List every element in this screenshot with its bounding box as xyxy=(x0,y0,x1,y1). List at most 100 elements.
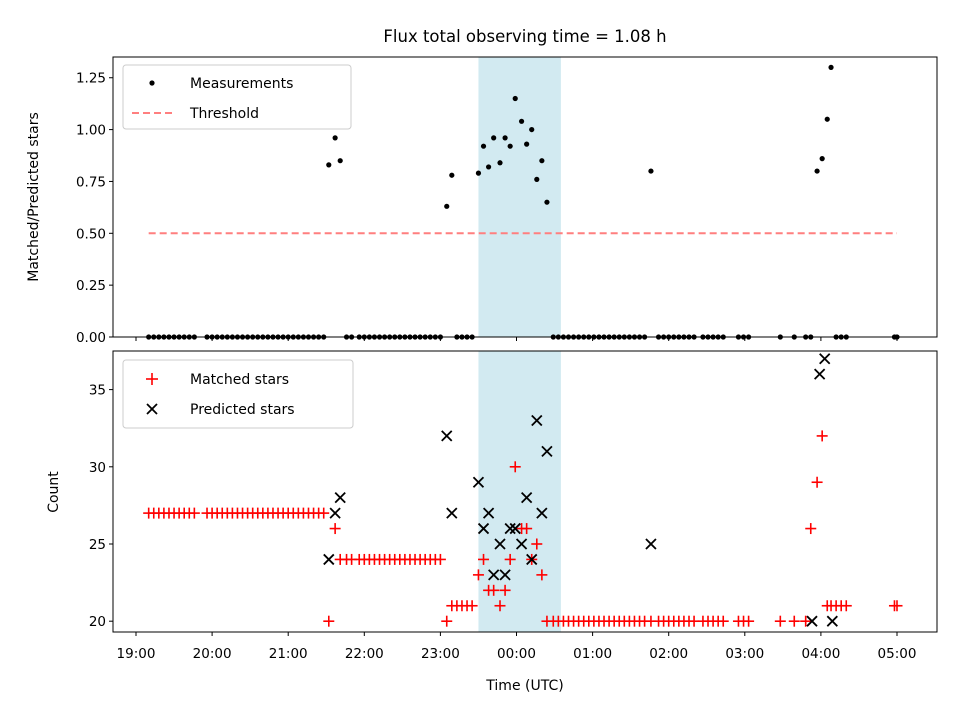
measurement-point xyxy=(524,141,530,147)
measurement-point xyxy=(480,143,487,149)
predicted-star-point xyxy=(329,507,341,519)
predicted-star-point xyxy=(477,522,490,535)
bottom-panel: 20 25 30 35 19:00 20:00 21:00 22:00 23:00 00:00 0… xyxy=(46,350,938,694)
matched-star-point xyxy=(466,600,478,612)
matched-star-point xyxy=(472,569,484,581)
measurement-point xyxy=(337,158,343,164)
top-y-tick-label: 0.75 xyxy=(76,174,106,190)
measurement-point xyxy=(475,170,482,176)
predicted-star-point xyxy=(536,507,548,519)
matched-star-point xyxy=(318,507,330,519)
matched-star-point xyxy=(504,553,516,565)
predicted-star-point xyxy=(515,538,528,550)
bottom-x-tick-label: 22:00 xyxy=(345,646,384,662)
predicted-stars-points xyxy=(323,353,838,627)
top-y-tick-label: 1.25 xyxy=(76,71,106,87)
bottom-y-tick-label: 20 xyxy=(89,614,106,630)
matched-star-point xyxy=(521,523,533,535)
predicted-star-point xyxy=(334,492,346,504)
predicted-star-point xyxy=(826,615,838,627)
legend-matched-marker xyxy=(146,373,158,385)
legend-threshold-label: Threshold xyxy=(189,106,259,122)
bottom-x-tick-label: 01:00 xyxy=(573,646,612,662)
legend-measurements-label: Measurements xyxy=(190,76,293,92)
matched-star-point xyxy=(441,615,453,627)
matched-star-point xyxy=(800,615,812,627)
measurement-point xyxy=(444,203,450,209)
matched-star-point xyxy=(478,553,490,565)
top-y-tick-label: 0.00 xyxy=(76,330,106,346)
measurement-point xyxy=(507,143,513,149)
predicted-star-point xyxy=(806,615,818,627)
matched-star-point xyxy=(717,615,729,627)
predicted-star-point xyxy=(526,553,538,566)
bottom-y-tick-label: 35 xyxy=(89,383,106,399)
bottom-x-tick-label: 00:00 xyxy=(497,646,536,662)
matched-star-point xyxy=(816,430,828,442)
matched-star-point xyxy=(434,553,446,565)
measurement-point xyxy=(518,118,525,124)
predicted-star-point xyxy=(813,368,826,380)
measurement-point xyxy=(512,95,518,102)
predicted-star-point xyxy=(509,522,521,535)
top-legend-box xyxy=(122,64,352,130)
top-highlight-span xyxy=(478,57,561,337)
predicted-star-point xyxy=(645,538,657,550)
predicted-star-point xyxy=(472,476,485,488)
matched-star-point xyxy=(188,507,200,519)
measurement-point xyxy=(648,168,654,174)
top-x-ticks xyxy=(135,337,898,341)
legend-matched-label: Matched stars xyxy=(190,372,289,388)
measurement-point xyxy=(539,158,545,164)
matched-star-point xyxy=(774,615,786,627)
measurement-point xyxy=(544,199,550,205)
top-panel: Flux total observing time = 1.08 h 0.000… xyxy=(26,27,938,346)
measurement-point xyxy=(819,156,825,162)
bottom-y-axis-label: Count xyxy=(46,471,62,513)
bottom-y-axis: 20 25 30 35 xyxy=(89,383,113,630)
bottom-x-tick-label: 23:00 xyxy=(421,646,460,662)
predicted-star-point xyxy=(494,538,506,550)
predicted-star-point xyxy=(488,569,500,581)
bottom-x-tick-label: 21:00 xyxy=(269,646,308,662)
measurement-point xyxy=(491,135,497,141)
predicted-star-point xyxy=(441,430,453,442)
bottom-x-tick-label: 02:00 xyxy=(649,646,688,662)
measurement-point xyxy=(814,168,820,174)
matched-star-point xyxy=(488,584,500,596)
predicted-star-point xyxy=(499,569,511,581)
matched-star-point xyxy=(840,600,852,612)
predicted-star-point xyxy=(521,492,533,504)
bottom-x-axis-label: Time (UTC) xyxy=(485,678,563,694)
matched-star-point xyxy=(329,523,341,535)
bottom-highlight-span xyxy=(478,351,561,632)
bottom-legend: Matched stars Predicted stars xyxy=(122,359,354,429)
legend-predicted-label: Predicted stars xyxy=(190,402,295,418)
legend-measurements-marker xyxy=(149,80,155,86)
top-y-axis-label: Matched/Predicted stars xyxy=(26,112,42,282)
matched-star-point xyxy=(536,569,548,581)
matched-star-point xyxy=(494,600,506,612)
bottom-x-tick-label: 03:00 xyxy=(725,646,764,662)
bottom-legend-box xyxy=(122,359,354,429)
predicted-star-point xyxy=(504,522,516,535)
measurement-point xyxy=(824,116,830,122)
bottom-x-tick-label: 05:00 xyxy=(878,646,917,662)
bottom-x-axis: 19:00 20:00 21:00 22:00 23:00 00:00 01:00 02:00… xyxy=(117,632,917,662)
predicted-star-point xyxy=(531,414,543,427)
top-y-tick-label: 0.50 xyxy=(76,226,106,242)
bottom-axes-frame xyxy=(112,350,938,633)
top-y-tick-label: 1.00 xyxy=(76,123,106,139)
top-y-tick-label: 0.25 xyxy=(76,278,106,294)
matched-star-point xyxy=(509,461,521,473)
matched-star-point xyxy=(743,615,755,627)
measurement-point xyxy=(449,172,455,178)
measurement-point xyxy=(326,162,332,168)
top-y-axis: 0.00 0.25 0.50 0.75 1.00 1.25 xyxy=(76,71,113,346)
bottom-y-tick-label: 30 xyxy=(89,460,106,476)
predicted-star-point xyxy=(819,353,831,365)
chart-title: Flux total observing time = 1.08 h xyxy=(383,27,666,46)
top-axes-frame xyxy=(112,56,938,338)
predicted-star-point xyxy=(323,553,335,566)
